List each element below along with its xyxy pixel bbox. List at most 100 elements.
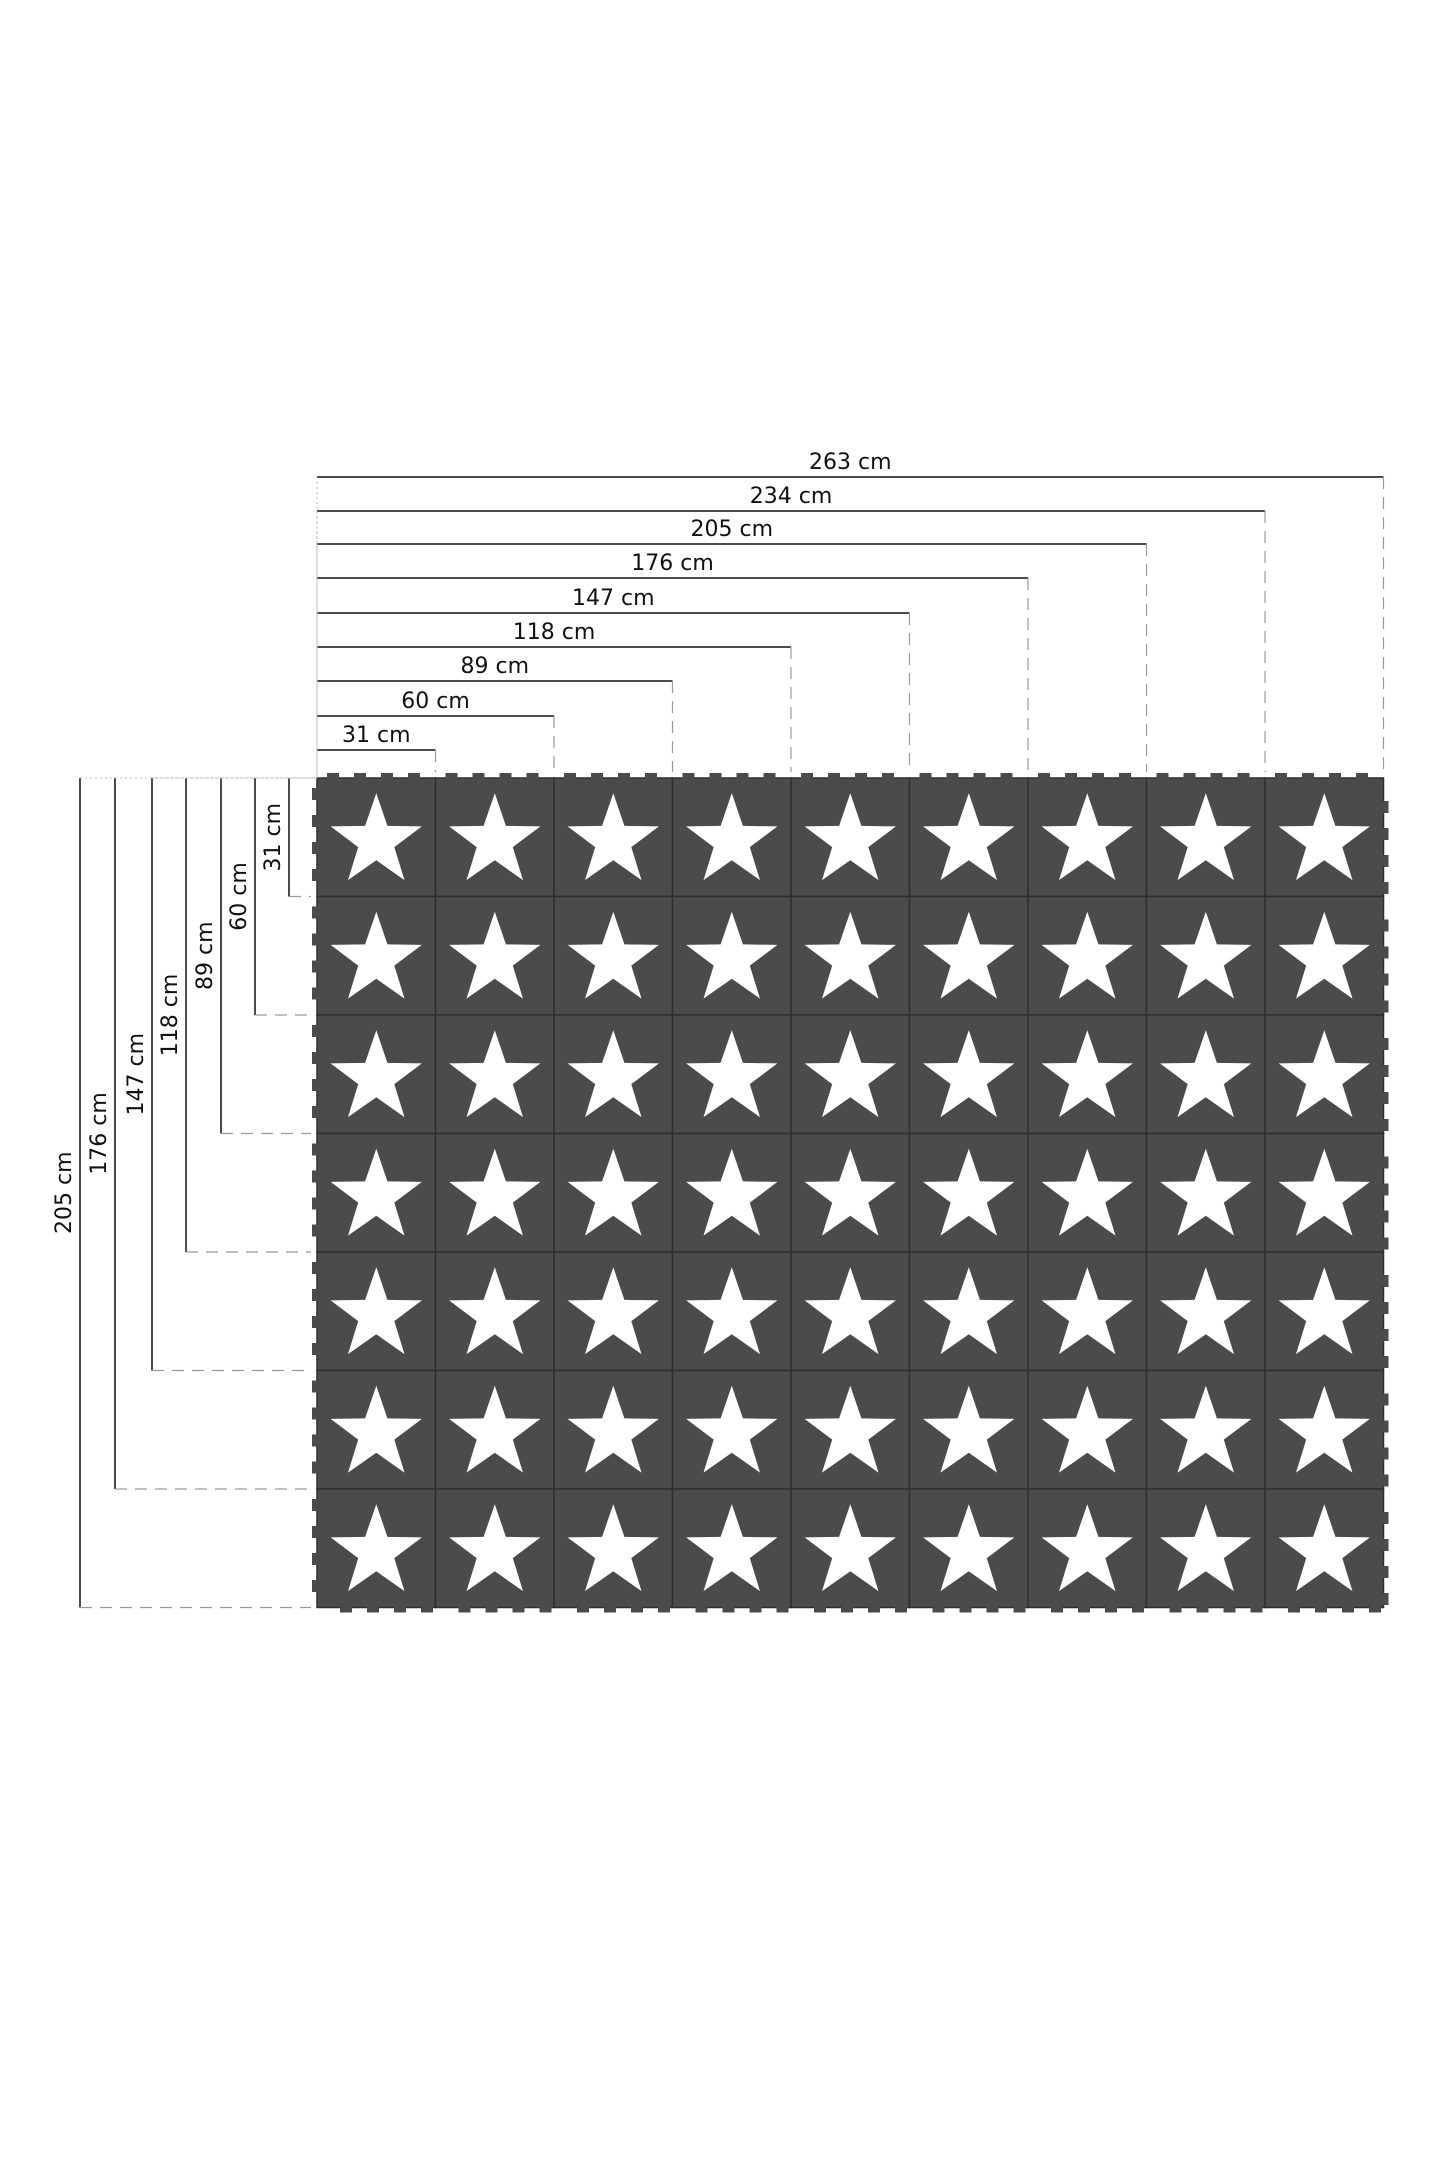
mat-tile (671, 1132, 792, 1253)
edge-tooth (1382, 1393, 1389, 1406)
edge-tooth (340, 1606, 352, 1613)
star-icon (1160, 1030, 1252, 1118)
star-icon (804, 1148, 896, 1236)
star-icon (1160, 911, 1252, 999)
edge-tooth (1382, 1302, 1389, 1314)
edge-tooth (1382, 828, 1389, 840)
star-icon (449, 1030, 541, 1118)
star-icon (567, 1148, 659, 1236)
height-dimension: 60 cm (227, 777, 317, 1016)
mat-tile (1264, 777, 1385, 898)
edge-tooth (1288, 1606, 1300, 1613)
mat-tile (1264, 1251, 1385, 1372)
edge-tooth (312, 1289, 318, 1301)
mat-tile (434, 1132, 555, 1253)
mat-tile (1027, 1014, 1148, 1135)
edge-tooth (1382, 855, 1389, 867)
star-icon (1160, 1148, 1252, 1236)
height-dimension: 89 cm (193, 777, 317, 1135)
edge-tooth (763, 773, 776, 779)
dimension-label: 176 cm (631, 551, 714, 576)
dimension-label: 263 cm (809, 450, 892, 475)
height-dimension: 205 cm (52, 777, 317, 1609)
mat-tile (790, 777, 911, 898)
star-icon (1160, 793, 1252, 881)
mat-tile (434, 895, 555, 1016)
edge-tooth (1382, 1593, 1389, 1605)
star-icon (330, 1267, 422, 1355)
mat-tile (553, 895, 674, 1016)
edge-tooth (472, 773, 485, 779)
edge-tooth (973, 773, 986, 779)
star-icon (804, 793, 896, 881)
edge-tooth (1382, 1210, 1389, 1223)
edge-tooth (1302, 773, 1314, 779)
edge-tooth (1223, 1606, 1236, 1613)
mat-tile (908, 777, 1029, 898)
edge-tooth (1382, 1183, 1389, 1196)
star-icon (330, 1504, 422, 1592)
edge-tooth (1382, 801, 1389, 813)
width-dimension: 31 cm (316, 723, 437, 778)
star-icon (330, 1030, 422, 1118)
edge-tooth (631, 1606, 643, 1613)
edge-tooth (312, 1343, 318, 1355)
dimension-label: 205 cm (52, 1151, 77, 1234)
edge-tooth (1382, 1474, 1389, 1487)
mat-tile (316, 1132, 437, 1253)
star-icon (567, 1030, 659, 1118)
edge-tooth (312, 960, 318, 973)
edge-tooth (1119, 773, 1131, 779)
mat-tile (1027, 1251, 1148, 1372)
edge-tooth (882, 773, 894, 779)
star-icon (686, 911, 778, 999)
edge-tooth (312, 1170, 318, 1183)
mat-tile (1145, 1132, 1266, 1253)
star-icon (804, 1385, 896, 1473)
star-icon (804, 1267, 896, 1355)
edge-tooth (1156, 773, 1169, 779)
edge-tooth (986, 1606, 999, 1613)
edge-tooth (312, 788, 318, 800)
star-icon (804, 1504, 896, 1592)
edge-tooth (1105, 1606, 1117, 1613)
star-icon (449, 793, 541, 881)
edge-tooth (618, 773, 630, 779)
edge-tooth (1356, 773, 1368, 779)
edge-tooth (1382, 1092, 1389, 1104)
dimension-label: 147 cm (572, 586, 655, 611)
mat-tile (1145, 777, 1266, 898)
star-icon (923, 1385, 1015, 1473)
mat-tile (1145, 895, 1266, 1016)
mat-tile (434, 1369, 555, 1490)
star-icon (1041, 911, 1133, 999)
star-icon (567, 1385, 659, 1473)
width-dimension: 234 cm (316, 484, 1266, 778)
edge-tooth (1183, 773, 1196, 779)
edge-tooth (1369, 1606, 1381, 1613)
edge-tooth (1196, 1606, 1209, 1613)
star-icon (1041, 1148, 1133, 1236)
edge-tooth (1078, 1606, 1090, 1613)
edge-tooth (814, 1606, 826, 1613)
edge-tooth (312, 1461, 318, 1474)
edge-tooth (1382, 1065, 1389, 1077)
dimension-label: 89 cm (193, 921, 218, 990)
edge-tooth (919, 773, 932, 779)
dimension-label: 31 cm (342, 723, 411, 748)
edge-tooth (855, 773, 867, 779)
mat-tile (1027, 1488, 1148, 1609)
mat-grid (316, 777, 1385, 1609)
width-dimension: 263 cm (316, 450, 1385, 778)
mat-tile (790, 1369, 911, 1490)
mat-tile (1027, 1132, 1148, 1253)
star-icon (686, 1148, 778, 1236)
edge-tooth (1382, 946, 1389, 959)
star-icon (1278, 1385, 1370, 1473)
dimension-label: 89 cm (460, 654, 529, 679)
mat-tile (316, 1251, 437, 1372)
mat-tile (316, 1369, 437, 1490)
edge-tooth (312, 842, 318, 854)
edge-tooth (408, 773, 420, 779)
edge-tooth (367, 1606, 379, 1613)
